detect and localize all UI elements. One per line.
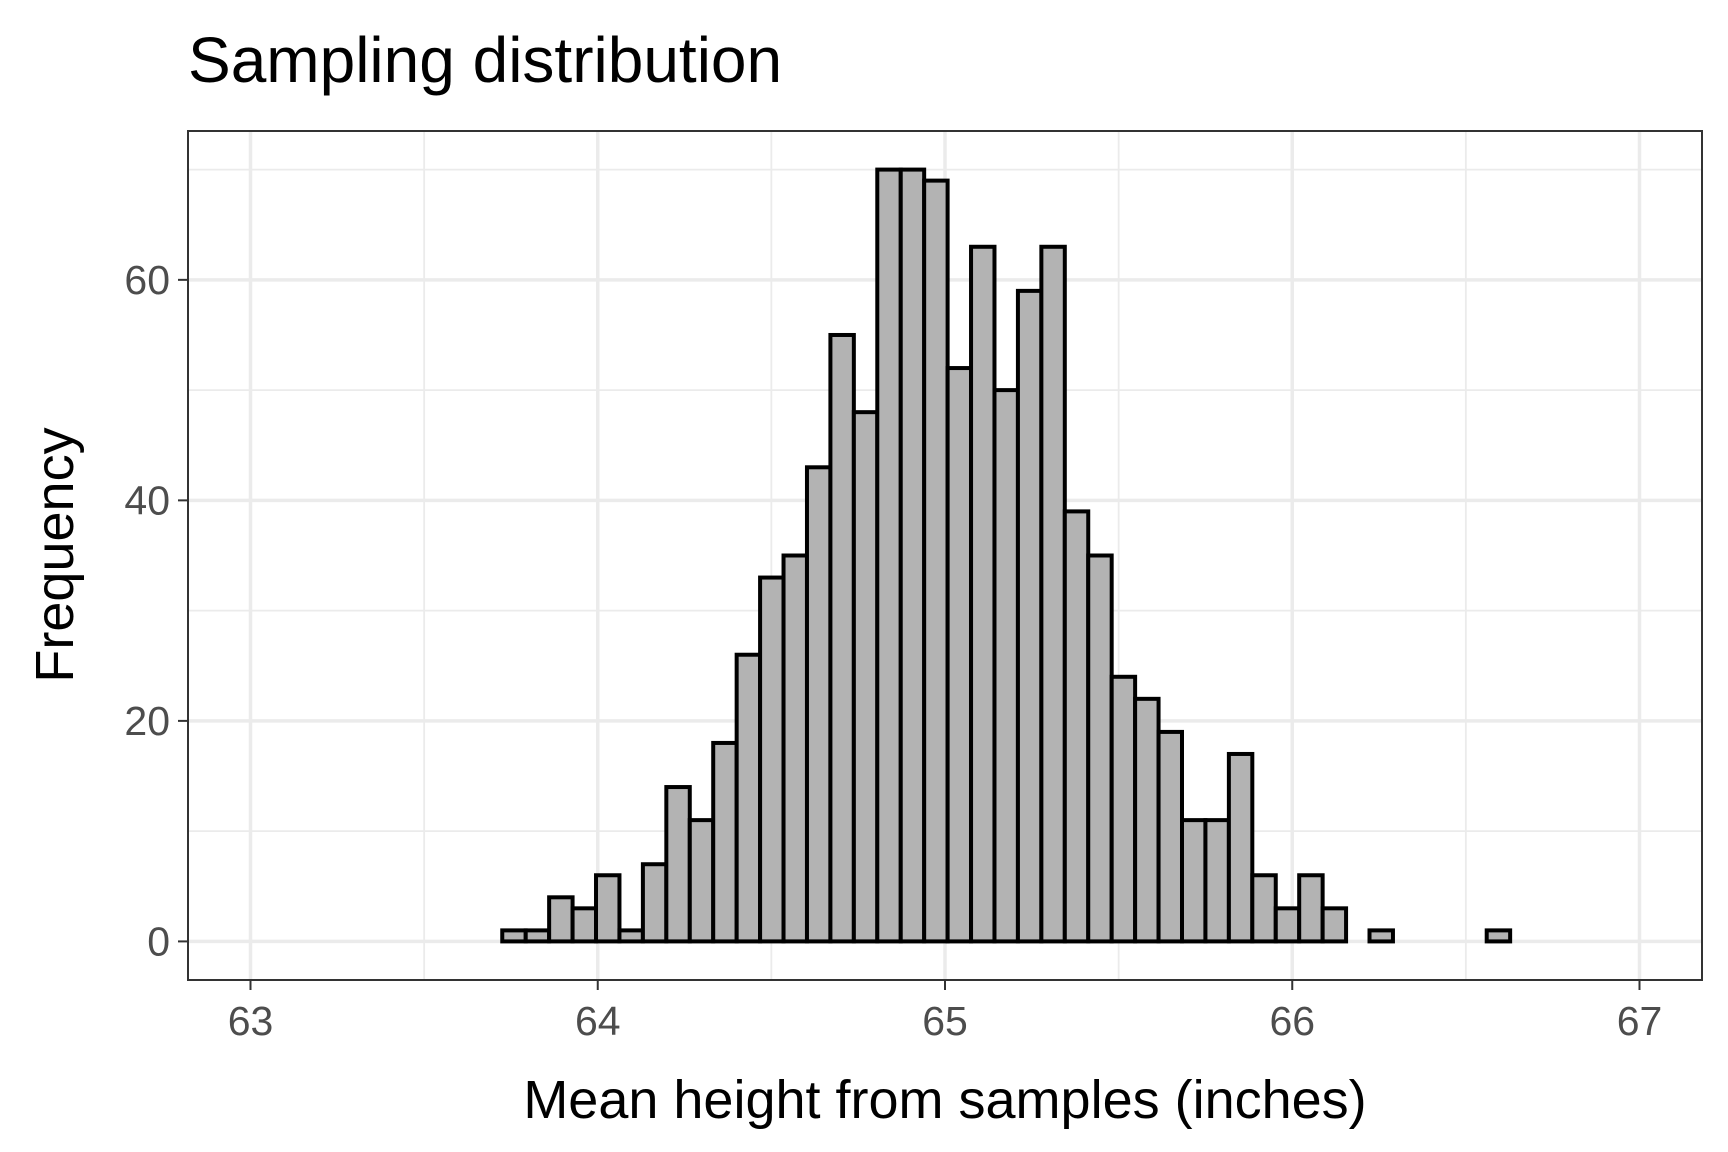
- histogram-bar: [1250, 873, 1278, 944]
- histogram-bar: [1062, 509, 1091, 944]
- histogram-bar: [969, 244, 997, 944]
- histogram-bar: [1320, 906, 1349, 944]
- y-tick-label: 60: [124, 257, 170, 303]
- histogram-bar: [1179, 818, 1208, 944]
- histogram-bar: [922, 178, 950, 944]
- histogram-bar: [570, 906, 599, 944]
- histogram-bar: [945, 366, 974, 944]
- histogram-bar: [875, 167, 903, 944]
- x-tick-label: 64: [575, 998, 621, 1044]
- x-tick-label: 66: [1269, 998, 1315, 1044]
- histogram-bar: [664, 785, 692, 944]
- histogram-bar: [1203, 818, 1231, 944]
- histogram-bar: [594, 873, 622, 944]
- histogram-bar: [547, 895, 575, 944]
- y-tick-label: 40: [124, 477, 170, 523]
- x-tick-label: 63: [228, 998, 274, 1044]
- histogram-bar: [1039, 244, 1067, 944]
- histogram-bar: [640, 862, 669, 944]
- y-axis-title: Frequency: [25, 427, 85, 682]
- histogram-bar: [804, 465, 833, 944]
- histogram-bar: [1273, 906, 1302, 944]
- histogram-bar: [500, 928, 528, 944]
- x-tick-label: 65: [922, 998, 968, 1044]
- histogram-bar: [734, 652, 763, 944]
- x-axis-title: Mean height from samples (inches): [523, 1070, 1366, 1130]
- histogram-bar: [617, 928, 645, 944]
- histogram-bar: [1015, 288, 1044, 944]
- y-tick-label: 0: [147, 918, 170, 964]
- y-tick-label: 20: [124, 698, 170, 744]
- histogram-bar: [1109, 674, 1138, 944]
- histogram-bar: [687, 818, 716, 944]
- histogram-bar: [1297, 873, 1325, 944]
- histogram-bar: [992, 388, 1020, 944]
- histogram-bar: [1367, 928, 1395, 944]
- histogram-bar: [851, 410, 880, 944]
- histogram-bars: [500, 167, 1513, 944]
- histogram-bar: [1226, 751, 1255, 944]
- histogram-bar: [781, 553, 809, 944]
- histogram-bar: [1484, 928, 1513, 944]
- histogram-bar: [758, 575, 786, 944]
- histogram-bar: [1086, 553, 1114, 944]
- histogram-bar: [898, 167, 927, 944]
- y-axis-ticks: 0 20 40 60: [124, 257, 188, 964]
- x-tick-label: 67: [1617, 998, 1663, 1044]
- histogram-bar: [711, 740, 739, 944]
- histogram-bar: [828, 332, 856, 944]
- histogram-bar: [1133, 696, 1161, 944]
- x-axis-ticks: 63 64 65 66 67: [228, 980, 1663, 1044]
- histogram-bar: [523, 928, 552, 944]
- chart-title: Sampling distribution: [188, 24, 782, 96]
- histogram-bar: [1156, 729, 1184, 944]
